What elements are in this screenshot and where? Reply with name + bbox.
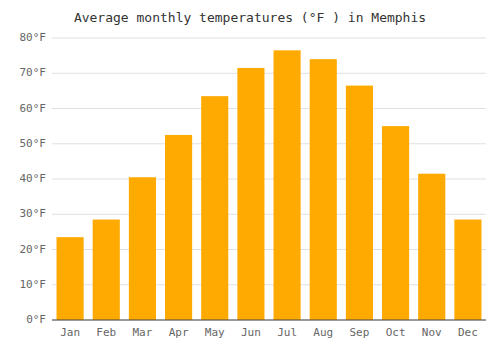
bar [274,50,301,320]
x-tick-label: May [205,326,225,339]
x-tick-label: Oct [386,326,406,339]
x-axis-line [52,320,486,321]
x-tick-label: Nov [422,326,442,339]
y-tick-labels: 0°F 10°F 20°F 30°F 40°F 50°F 60°F 70°F 80°F [20,31,47,326]
y-tick-label: 30°F [20,207,47,220]
y-tick-label: 40°F [20,172,47,185]
x-tick-label: Mar [132,326,152,339]
x-tick-label: Jan [60,326,80,339]
x-tick-labels: Jan Feb Mar Apr May Jun Jul Aug Sep Oct Nov Dec [60,326,478,339]
bar [310,59,337,320]
chart-svg: 0°F 10°F 20°F 30°F 40°F 50°F 60°F 70°F 80°F Jan Fe… [0,0,500,350]
bar [129,177,156,320]
y-tick-label: 10°F [20,278,47,291]
grid-line [52,73,486,74]
grid-line [52,320,486,321]
x-tick-label: Dec [458,326,478,339]
grid-line [52,108,486,109]
x-tick-label: Jun [241,326,261,339]
bar [382,126,409,320]
x-tick-label: Aug [313,326,333,339]
bar [165,135,192,320]
y-tick-label: 70°F [20,66,47,79]
bars [57,50,482,320]
bar [201,96,228,320]
bar [57,237,84,320]
bar [93,220,120,320]
chart-title: Average monthly temperatures (°F ) in Me… [74,10,426,25]
grid-line [52,38,486,39]
bar [346,86,373,320]
chart-container: 0°F 10°F 20°F 30°F 40°F 50°F 60°F 70°F 80°F Jan Fe… [0,0,500,350]
bar [454,220,481,320]
y-grid [52,38,486,320]
y-tick-label: 50°F [20,137,47,150]
bar [237,68,264,320]
y-tick-label: 20°F [20,243,47,256]
y-tick-label: 60°F [20,102,47,115]
grid-line [52,143,486,144]
x-tick-label: Feb [96,326,116,339]
y-tick-label: 0°F [26,313,46,326]
y-tick-label: 80°F [20,31,47,44]
x-tick-label: Jul [277,326,297,339]
x-tick-label: Apr [169,326,189,339]
x-tick-label: Sep [349,326,369,339]
bar [418,174,445,320]
